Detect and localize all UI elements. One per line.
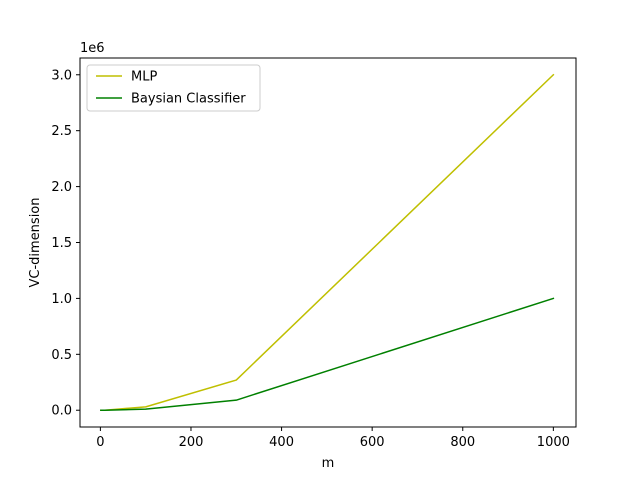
- legend-label-baysian-classifier: Baysian Classifier: [131, 92, 246, 107]
- y-tick-label: 1.5: [51, 236, 72, 251]
- x-tick-label: 400: [269, 435, 294, 450]
- legend-label-mlp: MLP: [131, 70, 157, 85]
- legend: MLP Baysian Classifier: [86, 64, 261, 112]
- y-offset-text: 1e6: [80, 41, 105, 56]
- y-tick-label: 2.0: [51, 180, 72, 195]
- y-tick-label: 0.5: [51, 348, 72, 363]
- x-tick-label: 600: [360, 435, 385, 450]
- y-axis: 0.0 0.5 1.0 1.5 2.0 2.5 3.0: [51, 68, 80, 419]
- x-tick-label: 800: [450, 435, 475, 450]
- x-tick-label: 200: [179, 435, 204, 450]
- y-tick-label: 3.0: [51, 68, 72, 83]
- y-tick-label: 0.0: [51, 404, 72, 419]
- x-tick-label: 0: [96, 435, 104, 450]
- y-tick-label: 1.0: [51, 292, 72, 307]
- y-tick-label: 2.5: [51, 124, 72, 139]
- series-line-baysian-classifier: [100, 297, 555, 411]
- x-axis-label: m: [322, 456, 335, 471]
- x-tick-label: 1000: [537, 435, 570, 450]
- y-axis-label: VC-dimension: [28, 197, 43, 287]
- series-layer: [100, 73, 555, 411]
- legend-box: [86, 64, 261, 112]
- x-axis: 0 200 400 600 800 1000: [96, 427, 570, 450]
